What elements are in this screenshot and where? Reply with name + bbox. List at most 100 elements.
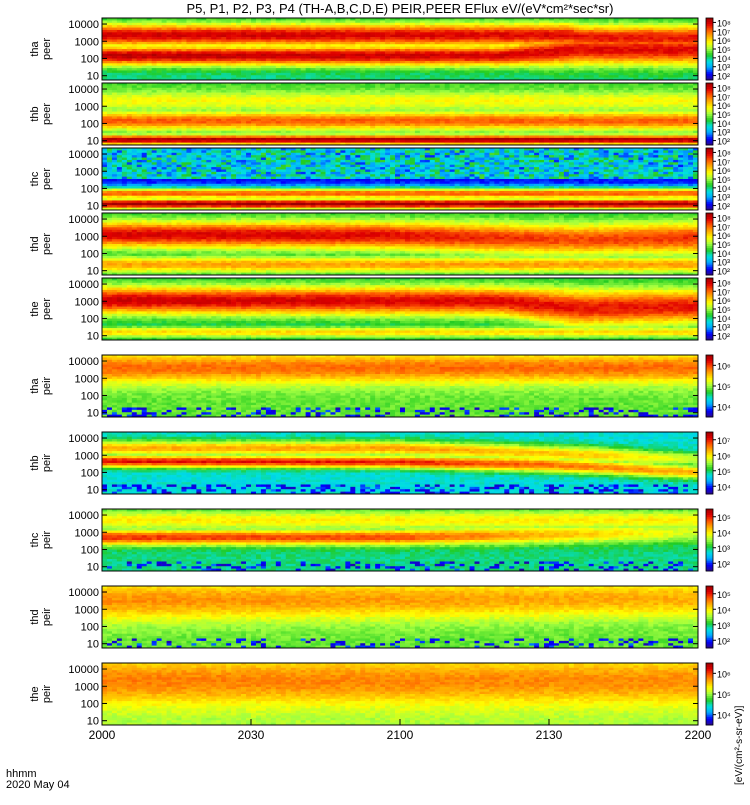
spectrogram-cell [365, 73, 370, 76]
spectrogram-cell [286, 73, 291, 76]
spectrogram-cell [186, 97, 191, 100]
spectrogram-cell [579, 51, 584, 54]
spectrogram-cell [306, 102, 311, 105]
spectrogram-cell [206, 138, 211, 141]
spectrogram-cell [276, 28, 281, 31]
spectrogram-cell [231, 93, 236, 96]
spectrogram-cell [509, 66, 514, 69]
spectrogram-cell [137, 42, 142, 45]
spectrogram-cell [385, 116, 390, 119]
spectrogram-cell [281, 107, 286, 110]
spectrogram-cell [395, 107, 400, 110]
spectrogram-cell [395, 61, 400, 64]
spectrogram-cell [186, 93, 191, 96]
spectrogram-cell [286, 97, 291, 100]
spectrogram-cell [201, 51, 206, 54]
spectrogram-cell [241, 133, 246, 136]
spectrogram-cell [350, 59, 355, 62]
spectrogram-cell [201, 20, 206, 23]
spectrogram-cell [335, 44, 340, 47]
spectrogram-cell [231, 90, 236, 93]
spectrogram-cell [584, 25, 589, 28]
spectrogram-cell [321, 109, 326, 112]
spectrogram-cell [509, 63, 514, 66]
spectrogram-cell [614, 63, 619, 66]
spectrogram-cell [633, 63, 638, 66]
spectrogram-cell [226, 140, 231, 143]
spectrogram-cell [122, 131, 127, 134]
spectrogram-cell [400, 100, 405, 103]
spectrogram-cell [380, 140, 385, 143]
spectrogram-cell [137, 25, 142, 28]
spectrogram-cell [330, 30, 335, 33]
spectrogram-cell [579, 56, 584, 59]
spectrogram-cell [142, 107, 147, 110]
spectrogram-cell [276, 47, 281, 50]
spectrogram-cell [643, 56, 648, 59]
spectrogram-cell [147, 100, 152, 103]
spectrogram-cell [678, 49, 683, 52]
spectrogram-cell [499, 56, 504, 59]
spectrogram-cell [420, 70, 425, 73]
spectrogram-cell [201, 119, 206, 122]
spectrogram-cell [286, 51, 291, 54]
spectrogram-cell [673, 47, 678, 50]
spectrogram-cell [574, 37, 579, 40]
spectrogram-cell [186, 95, 191, 98]
spectrogram-cell [196, 112, 201, 115]
spectrogram-cell [584, 66, 589, 69]
spectrogram-cell [186, 102, 191, 105]
spectrogram-cell [430, 32, 435, 35]
spectrogram-cell [177, 138, 182, 141]
spectrogram-cell [291, 73, 296, 76]
spectrogram-cell [350, 133, 355, 136]
spectrogram-cell [251, 61, 256, 64]
spectrogram-cell [559, 28, 564, 31]
spectrogram-cell [196, 85, 201, 88]
spectrogram-cell [574, 75, 579, 78]
spectrogram-cell [246, 131, 251, 134]
spectrogram-cell [321, 56, 326, 59]
spectrogram-cell [246, 25, 251, 28]
spectrogram-cell [465, 42, 470, 45]
spectrogram-cell [345, 119, 350, 122]
spectrogram-cell [460, 30, 465, 33]
spectrogram-cell [256, 51, 261, 54]
spectrogram-cell [643, 30, 648, 33]
spectrogram-cell [405, 49, 410, 52]
spectrogram-cell [226, 93, 231, 96]
spectrogram-cell [470, 35, 475, 38]
spectrogram-cell [112, 47, 117, 50]
spectrogram-cell [355, 85, 360, 88]
spectrogram-cell [345, 100, 350, 103]
spectrogram-cell [196, 116, 201, 119]
spectrogram-cell [256, 107, 261, 110]
spectrogram-cell [316, 112, 321, 115]
spectrogram-cell [549, 32, 554, 35]
spectrogram-cell [306, 61, 311, 64]
spectrogram-cell [256, 126, 261, 129]
spectrogram-cell [186, 35, 191, 38]
spectrogram-cell [117, 51, 122, 54]
spectrogram-cell [350, 47, 355, 50]
spectrogram-cell [107, 90, 112, 93]
spectrogram-cell [340, 88, 345, 91]
spectrogram-cell [226, 116, 231, 119]
spectrogram-cell [395, 49, 400, 52]
spectrogram-cell [335, 42, 340, 45]
spectrogram-cell [142, 54, 147, 57]
spectrogram-cell [638, 35, 643, 38]
spectrogram-cell [390, 126, 395, 129]
spectrogram-cell [340, 126, 345, 129]
spectrogram-cell [107, 51, 112, 54]
spectrogram-cell [231, 30, 236, 33]
spectrogram-cell [191, 121, 196, 124]
spectrogram-cell [301, 37, 306, 40]
spectrogram-cell [395, 56, 400, 59]
spectrogram-cell [301, 25, 306, 28]
spectrogram-cell [365, 131, 370, 134]
spectrogram-cell [519, 23, 524, 26]
spectrogram-cell [152, 61, 157, 64]
spectrogram-cell [311, 32, 316, 35]
spectrogram-cell [375, 104, 380, 107]
